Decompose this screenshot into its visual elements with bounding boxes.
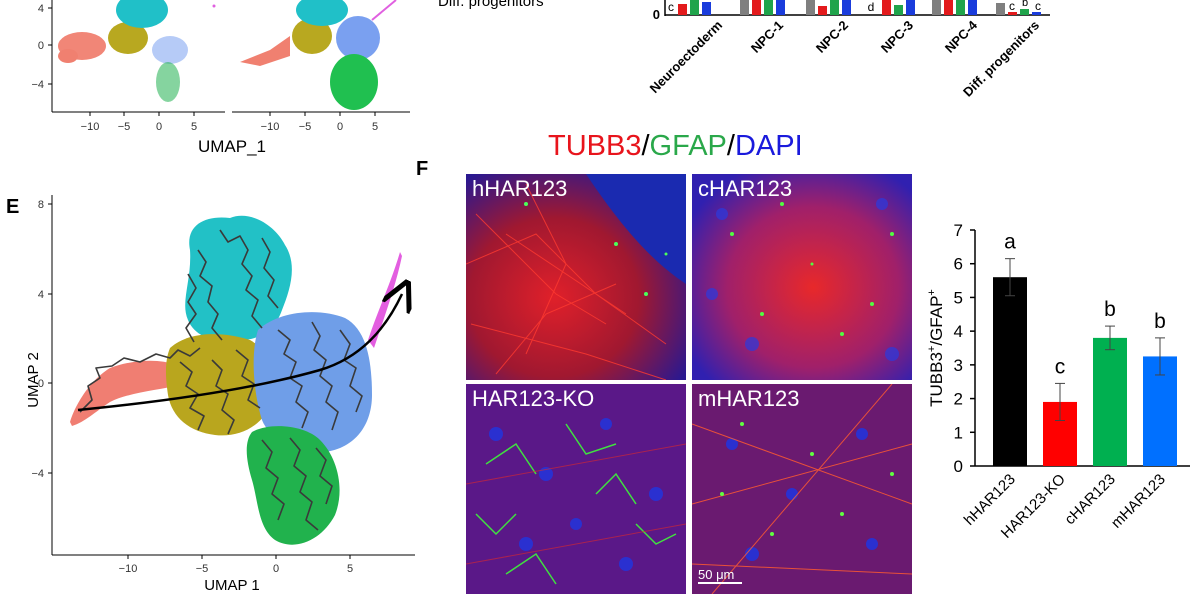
- panel-letter-f: F: [416, 158, 429, 180]
- bar-chart-y-tick-label: 1: [954, 423, 963, 442]
- top-right-letter: c: [1009, 0, 1015, 13]
- umap-x-tick: −5: [196, 563, 209, 575]
- umap-y-ticks: 8 4 0 −4: [31, 199, 52, 480]
- umap-y-tick: 4: [38, 289, 44, 301]
- bar-chart-category-label: mHAR123: [1108, 471, 1169, 532]
- top-right-umap-x-tick: −10: [261, 121, 280, 133]
- top-left-x-tick: 5: [191, 121, 197, 133]
- umap-ylabel: UMAP 2: [25, 352, 42, 408]
- significance-letter: b: [1154, 310, 1166, 333]
- micrograph-har123-ko: HAR123-KO: [466, 384, 686, 594]
- bar-chart-y-tick-label: 4: [954, 322, 963, 341]
- top-left-y-tick: −4: [31, 79, 44, 91]
- bar-chart-y-label: TUBB3+/GFAP+: [926, 289, 946, 407]
- bar-chart-y-tick-label: 7: [954, 221, 963, 240]
- umap-xlabel: UMAP 1: [204, 577, 260, 594]
- top-left-xlabel: UMAP_1: [198, 137, 266, 156]
- umap-y-tick: 0: [38, 378, 44, 390]
- bar-hhar123: [993, 277, 1027, 466]
- tubb3-gfap-bar-chart: 01234567TUBB3+/GFAP+ahHAR123cHAR123-KObc…: [926, 221, 1190, 542]
- top-right-category-label: NPC-2: [813, 18, 851, 56]
- micrograph-char123: cHAR123: [692, 174, 912, 380]
- umap-x-tick: −10: [119, 563, 138, 575]
- trajectory-arrow: [77, 294, 402, 412]
- significance-letter: b: [1104, 298, 1116, 321]
- scale-bar-label: 50 μm: [698, 567, 735, 582]
- top-right-bar-figure: 0 c d c b c: [647, 0, 1050, 100]
- bar-chart-y-tick-label: 2: [954, 390, 963, 409]
- top-right-category-labels: Neuroectoderm NPC-1 NPC-2 NPC-3 NPC-4 Di…: [647, 17, 1043, 100]
- bar-chart-y-tick-label: 0: [954, 457, 963, 476]
- top-left-umap-figure: 4 0 −4 −10 −5 0 5 −10 −5 0 5 UMAP_1: [31, 0, 410, 156]
- umap-y-tick: 8: [38, 199, 44, 211]
- significance-letter: a: [1004, 231, 1016, 254]
- top-left-x-tick: −5: [118, 121, 131, 133]
- umap-x-tick: 5: [347, 563, 353, 575]
- micrograph-hhar123: hHAR123: [466, 174, 686, 380]
- bar-chart-y-tick-label: 5: [954, 288, 963, 307]
- micrograph-label: mHAR123: [698, 386, 800, 411]
- top-right-umap-x-tick: 5: [372, 121, 378, 133]
- micrograph-label: hHAR123: [472, 176, 568, 201]
- top-right-letter: c: [668, 0, 674, 14]
- bar-chart-y-tick-label: 3: [954, 356, 963, 375]
- top-left-x-tick: 0: [156, 121, 162, 133]
- bar-char123: [1093, 337, 1127, 466]
- top-right-y-tick: 0: [653, 7, 660, 22]
- top-right-umap-x-ticks: −10 −5 0 5: [261, 112, 378, 133]
- umap-trajectory-plot: 8 4 0 −4 −10 −5 0 5 UMAP 1 UMAP 2: [25, 195, 415, 594]
- bar-chart-y-tick-label: 6: [954, 255, 963, 274]
- top-right-letter: c: [1035, 0, 1041, 13]
- top-right-category-label: Neuroectoderm: [647, 18, 726, 97]
- top-right-umap-clusters: [240, 0, 397, 110]
- umap-principal-graph: [79, 229, 363, 531]
- top-right-letter: b: [1022, 0, 1028, 9]
- top-left-x-ticks: −10 −5 0 5: [81, 112, 197, 133]
- top-right-category-label: NPC-1: [748, 18, 786, 56]
- micrograph-label: HAR123-KO: [472, 386, 595, 411]
- umap-x-tick: 0: [273, 563, 279, 575]
- micrograph-mhar123: mHAR123 50 μm: [692, 384, 912, 594]
- top-right-umap-x-tick: −5: [299, 121, 312, 133]
- umap-y-tick: −4: [31, 468, 44, 480]
- top-right-category-label: NPC-4: [942, 17, 981, 56]
- top-left-y-tick: 4: [38, 3, 44, 15]
- stain-slash: /: [726, 130, 735, 162]
- stain-tubb3: TUBB3: [548, 130, 642, 162]
- top-left-y-ticks: 4 0 −4: [31, 3, 52, 91]
- top-left-scatter-clusters: [58, 0, 216, 102]
- umap-x-ticks: −10 −5 0 5: [119, 555, 353, 575]
- top-right-umap-x-tick: 0: [337, 121, 343, 133]
- top-left-x-tick: −10: [81, 121, 100, 133]
- micrograph-label: cHAR123: [698, 176, 793, 201]
- scale-bar: [698, 582, 742, 584]
- significance-letter: c: [1055, 355, 1066, 378]
- stain-slash: /: [641, 130, 650, 162]
- stain-title: TUBB3/GFAP/DAPI: [548, 130, 803, 163]
- top-right-bars: [678, 0, 1041, 15]
- top-left-legend-label: Diff. progenitors: [438, 0, 544, 10]
- top-left-y-tick: 0: [38, 40, 44, 52]
- top-right-letters: c d c b c: [666, 0, 1041, 14]
- top-right-category-label: NPC-3: [878, 18, 916, 56]
- stain-dapi: DAPI: [734, 130, 803, 162]
- panel-letter-e: E: [6, 196, 20, 218]
- stain-gfap: GFAP: [649, 130, 727, 162]
- top-right-letter: d: [868, 0, 875, 14]
